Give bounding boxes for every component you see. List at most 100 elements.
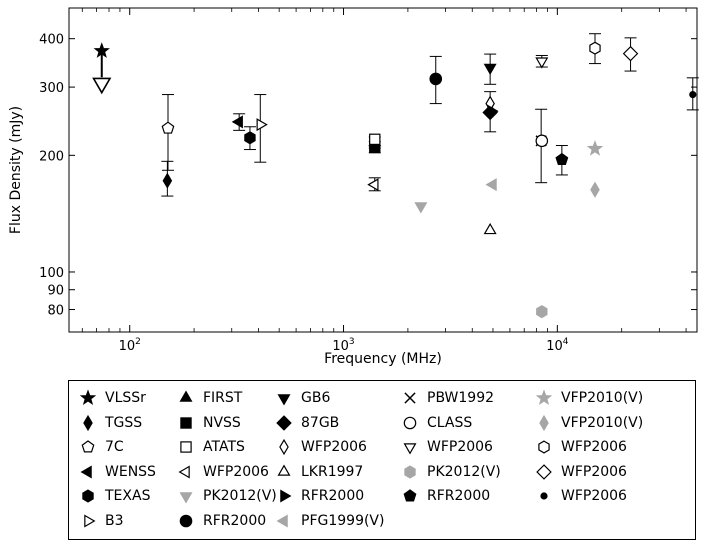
legend-item: GB6 [273, 387, 330, 409]
point-27 [689, 90, 697, 99]
point-17 [485, 178, 497, 192]
legend-marker-shape [539, 414, 549, 431]
legend-label: PFG1999(V) [301, 512, 385, 529]
legend-label: RFR2000 [301, 488, 365, 504]
y-tick-label: 300 [39, 81, 64, 96]
legend-marker [83, 414, 93, 431]
legend-label: 87GB [301, 414, 340, 431]
legend-marker [179, 492, 193, 504]
legend-marker-shape [279, 438, 289, 456]
legend-item: VFP2010(V) [533, 412, 643, 434]
legend-marker [404, 464, 416, 479]
legend-marker-shape [277, 394, 291, 406]
legend-label: CLASS [427, 414, 473, 431]
legend-label: FIRST [203, 390, 243, 406]
legend-marker [180, 416, 192, 429]
legend-item: VFP2010(V) [533, 387, 643, 409]
legend-marker-shape-stroke-b [404, 392, 416, 404]
legend-marker [82, 489, 94, 503]
x-tick-exponent: 4 [563, 337, 569, 347]
legend-marker-shape [277, 464, 291, 476]
legend-label: VFP2010(V) [561, 390, 644, 406]
point-8 [369, 133, 381, 145]
legend-label: LKR1997 [301, 463, 364, 480]
x-axis-title: Frequency (MHz) [324, 351, 442, 367]
x-tick-exponent: 2 [135, 337, 141, 347]
y-tick-label: 90 [47, 284, 64, 299]
legend-marker-shape [536, 463, 552, 480]
legend-item: RFR2000 [273, 485, 364, 507]
legend-label: VLSSr [105, 390, 146, 406]
data-marks [92, 41, 697, 319]
legend-marker [79, 389, 97, 405]
legend-label: WFP2006 [203, 463, 269, 480]
point-21 [536, 305, 548, 319]
point-1 [162, 172, 173, 189]
legend-item: RFR2000 [175, 510, 266, 532]
legend-item: FIRST [175, 387, 242, 409]
legend-marker [403, 443, 417, 455]
legend-marker [179, 514, 193, 527]
legend-marker [178, 465, 190, 478]
legend-label: 7C [105, 439, 124, 455]
point-0 [93, 42, 110, 58]
legend-label: GB6 [301, 390, 331, 406]
legend-item: WFP2006 [533, 485, 627, 507]
point-5 [256, 118, 268, 132]
legend-label: WFP2006 [427, 439, 493, 455]
legend-label: WFP2006 [561, 463, 627, 480]
point-19 [535, 134, 549, 148]
legend-marker [277, 464, 291, 476]
legend-marker-shape [403, 443, 417, 455]
legend-marker-shape [276, 514, 288, 527]
legend-marker [403, 416, 417, 429]
legend-label: WFP2006 [561, 439, 627, 455]
legend-marker [180, 441, 192, 453]
point-22 [555, 152, 569, 166]
legend-label: TEXAS [105, 488, 151, 504]
legend-marker [535, 389, 553, 405]
legend-item: VLSSr [77, 387, 146, 409]
y-tick-label: 100 [39, 266, 64, 281]
legend-item: ATATS [175, 436, 245, 458]
point-11 [429, 72, 443, 86]
legend-marker-shape [535, 389, 553, 405]
legend-item: TGSS [77, 412, 142, 434]
legend-marker-shape [180, 441, 192, 453]
legend-marker [279, 438, 289, 456]
point-20 [535, 57, 549, 69]
legend-item: PFG1999(V) [273, 510, 384, 532]
legend-label: PK2012(V) [203, 488, 277, 504]
y-tick-label: 400 [39, 33, 64, 48]
legend-item: WENSS [77, 461, 156, 483]
x-tick-label: 104 [546, 337, 569, 354]
legend-marker-shape [179, 492, 193, 504]
point-3 [231, 115, 243, 129]
point-4 [244, 131, 256, 145]
legend-label: ATATS [203, 439, 245, 455]
legend-marker-shape [79, 389, 97, 405]
x-tick-exponent: 3 [349, 337, 355, 347]
legend-label: VFP2010(V) [561, 414, 644, 431]
legend-marker-shape [179, 514, 193, 527]
legend-marker [81, 440, 95, 453]
legend: VLSSr TGSS 7C WENSS TEXAS B3 FIRST NVSS ATATS WFP… [68, 380, 696, 540]
legend-label: TGSS [105, 414, 143, 431]
legend-marker-shape [540, 492, 548, 500]
legend-item: PK2012(V) [399, 461, 501, 483]
legend-label: NVSS [203, 414, 241, 431]
legend-label: RFR2000 [427, 488, 491, 504]
legend-label: RFR2000 [203, 512, 267, 529]
legend-marker [539, 414, 549, 431]
legend-marker [536, 463, 552, 480]
legend-marker [277, 394, 291, 406]
legend-marker-shape [404, 392, 416, 404]
legend-marker [276, 514, 288, 527]
legend-marker-shape [403, 489, 417, 502]
point-23 [586, 140, 604, 156]
legend-item: B3 [77, 510, 124, 532]
point-24 [590, 181, 600, 198]
legend-item: 7C [77, 436, 124, 458]
legend-item: WFP2006 [273, 436, 367, 458]
